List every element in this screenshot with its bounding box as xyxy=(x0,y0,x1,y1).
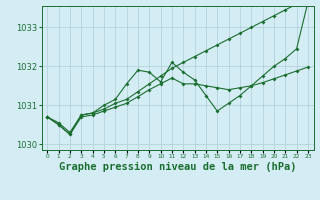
X-axis label: Graphe pression niveau de la mer (hPa): Graphe pression niveau de la mer (hPa) xyxy=(59,162,296,172)
